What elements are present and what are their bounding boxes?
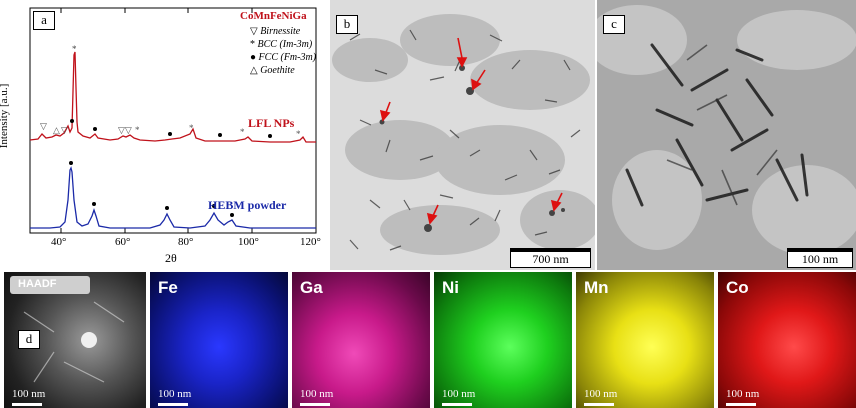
map-haadf: HAADF d 100 nm [4,272,146,408]
ni-label: Ni [442,278,459,297]
x-tick-60: 60° [115,236,131,248]
ni-scale-text: 100 nm [442,388,476,400]
svg-text:*: * [72,44,77,54]
map-co: Co 100 nm [718,272,856,408]
haadf-label: HAADF [18,278,57,290]
svg-text:*: * [240,127,245,137]
xrd-legend: ▽ Birnessite * BCC (Im-3m) ● FCC (Fm-3m)… [250,25,316,77]
ga-scale-text: 100 nm [300,388,334,400]
tem-image-b: b 700 nm [330,0,595,270]
scalebar-b-text: 700 nm [532,252,569,266]
x-tick-80: 80° [178,236,194,248]
mn-scale-text: 100 nm [584,388,618,400]
lfl-curve [29,51,316,143]
haadf-scalebar [12,403,42,406]
svg-text:▽: ▽ [40,121,47,131]
legend-goethite: △ Goethite [250,65,295,76]
mn-label: Mn [584,278,609,297]
svg-text:*: * [296,129,301,139]
curve-label-lfl: LFL NPs [248,116,295,130]
co-scale-text: 100 nm [726,388,760,400]
tem-b-texture [330,0,595,270]
ni-scalebar [442,403,472,406]
scalebar-b-line [511,249,590,252]
y-axis-label: Intensity [a.u.] [0,83,11,149]
alloy-title: CoMnFeNiGa [240,10,307,22]
panel-c-label: c [603,15,625,34]
panel-b-label: b [336,15,358,34]
map-ni: Ni 100 nm [434,272,572,408]
haadf-scale-text: 100 nm [12,388,46,400]
legend-bcc: * BCC (Im-3m) [250,39,313,50]
mn-scalebar [584,403,614,406]
xrd-plot: ▽ △ ▽ * ▽▽ * * * * [29,7,317,234]
map-mn: Mn 100 nm [576,272,714,408]
scalebar-c: 100 nm [787,248,853,268]
ga-scalebar [300,403,330,406]
panel-a-label: a [33,11,55,30]
haadf-label-box: HAADF [10,276,90,294]
hebm-curve [30,166,316,229]
eds-maps-row: HAADF d 100 nm Fe 100 nm Ga 100 nm Ni 10… [0,272,856,408]
fe-scale-text: 100 nm [158,388,192,400]
ga-label: Ga [300,278,323,297]
fe-label: Fe [158,278,178,297]
x-axis-label: 2θ [165,251,177,265]
curve-label-hebm: HEBM powder [208,198,287,212]
x-tick-100: 100° [238,236,259,248]
scalebar-c-text: 100 nm [801,252,839,266]
svg-text:△: △ [53,125,60,135]
tem-image-c: c 100 nm [597,0,856,270]
map-ga: Ga 100 nm [292,272,430,408]
svg-text:▽: ▽ [61,125,68,135]
co-label: Co [726,278,749,297]
svg-text:*: * [189,123,194,133]
scalebar-c-line [788,249,852,252]
x-tick-40: 40° [51,236,67,248]
tem-c-texture [597,0,856,270]
legend-fcc: ● FCC (Fm-3m) [250,52,317,63]
x-tick-120: 120° [300,236,321,248]
panel-d-label: d [18,330,40,349]
legend-birnessite: ▽ Birnessite [250,26,301,37]
co-scalebar [726,403,756,406]
fe-scalebar [158,403,188,406]
xrd-panel: ▽ △ ▽ * ▽▽ * * * * a CoMnFeNiGa ▽ Birnes… [0,0,330,270]
map-fe: Fe 100 nm [150,272,288,408]
svg-text:▽▽: ▽▽ [118,125,132,135]
haadf-texture [23,301,125,383]
scalebar-b: 700 nm [510,248,591,268]
svg-text:*: * [135,125,140,135]
